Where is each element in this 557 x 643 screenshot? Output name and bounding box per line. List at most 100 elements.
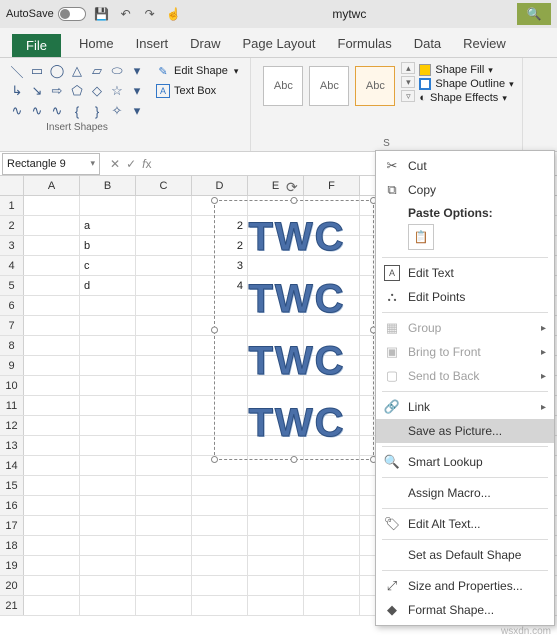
cell[interactable] bbox=[80, 576, 136, 595]
col-header-C[interactable]: C bbox=[136, 176, 192, 195]
cell[interactable] bbox=[80, 296, 136, 315]
cell[interactable] bbox=[80, 316, 136, 335]
cell[interactable] bbox=[24, 556, 80, 575]
ctx-size-properties[interactable]: ⤢Size and Properties... bbox=[376, 574, 554, 598]
cell[interactable]: a bbox=[80, 216, 136, 235]
row-header-10[interactable]: 10 bbox=[0, 376, 24, 395]
cell[interactable] bbox=[136, 216, 192, 235]
cell[interactable] bbox=[136, 296, 192, 315]
cell[interactable] bbox=[136, 536, 192, 555]
row-header-7[interactable]: 7 bbox=[0, 316, 24, 335]
shape-effects-button[interactable]: ◐Shape Effects▾ bbox=[419, 92, 513, 104]
cell[interactable]: d bbox=[80, 276, 136, 295]
row-header-12[interactable]: 12 bbox=[0, 416, 24, 435]
cell[interactable] bbox=[192, 556, 248, 575]
col-header-D[interactable]: D bbox=[192, 176, 248, 195]
cell[interactable] bbox=[136, 256, 192, 275]
cell[interactable] bbox=[80, 376, 136, 395]
autosave-control[interactable]: AutoSave bbox=[6, 7, 86, 21]
row-header-5[interactable]: 5 bbox=[0, 276, 24, 295]
col-header-F[interactable]: F bbox=[304, 176, 360, 195]
cell[interactable] bbox=[248, 476, 304, 495]
cell[interactable] bbox=[24, 336, 80, 355]
cell[interactable] bbox=[304, 536, 360, 555]
row-header-15[interactable]: 15 bbox=[0, 476, 24, 495]
cell[interactable] bbox=[248, 496, 304, 515]
cell[interactable] bbox=[136, 196, 192, 215]
cell[interactable] bbox=[80, 336, 136, 355]
autosave-toggle[interactable] bbox=[58, 7, 86, 21]
cell[interactable] bbox=[136, 356, 192, 375]
cell[interactable] bbox=[136, 476, 192, 495]
cell[interactable] bbox=[136, 336, 192, 355]
cell[interactable] bbox=[304, 556, 360, 575]
tab-page-layout[interactable]: Page Layout bbox=[239, 36, 320, 57]
row-header-3[interactable]: 3 bbox=[0, 236, 24, 255]
cell[interactable] bbox=[24, 296, 80, 315]
cell[interactable] bbox=[24, 396, 80, 415]
cell[interactable] bbox=[80, 516, 136, 535]
ctx-cut[interactable]: ✂Cut bbox=[376, 154, 554, 178]
paste-option-1[interactable]: 📋 bbox=[408, 224, 434, 250]
cell[interactable] bbox=[248, 516, 304, 535]
col-header-B[interactable]: B bbox=[80, 176, 136, 195]
cell[interactable] bbox=[24, 316, 80, 335]
ctx-edit-alt-text[interactable]: 🏷Edit Alt Text... bbox=[376, 512, 554, 536]
row-header-2[interactable]: 2 bbox=[0, 216, 24, 235]
cell[interactable] bbox=[24, 276, 80, 295]
cell[interactable] bbox=[80, 556, 136, 575]
cell[interactable] bbox=[136, 516, 192, 535]
cell[interactable] bbox=[248, 536, 304, 555]
tab-review[interactable]: Review bbox=[459, 36, 510, 57]
search-button[interactable]: 🔍 bbox=[517, 3, 551, 25]
cell[interactable] bbox=[24, 516, 80, 535]
cell[interactable] bbox=[136, 236, 192, 255]
row-header-6[interactable]: 6 bbox=[0, 296, 24, 315]
undo-icon[interactable]: ↶ bbox=[118, 6, 134, 22]
edit-shape-button[interactable]: ✎Edit Shape▾ bbox=[152, 62, 242, 80]
cell[interactable] bbox=[24, 376, 80, 395]
cell[interactable] bbox=[136, 276, 192, 295]
row-header-11[interactable]: 11 bbox=[0, 396, 24, 415]
cell[interactable] bbox=[192, 516, 248, 535]
cell[interactable] bbox=[80, 436, 136, 455]
cell[interactable] bbox=[24, 216, 80, 235]
tab-file[interactable]: File bbox=[12, 34, 61, 57]
redo-icon[interactable]: ↷ bbox=[142, 6, 158, 22]
cell[interactable] bbox=[136, 556, 192, 575]
cancel-icon[interactable]: ✕ bbox=[110, 157, 120, 171]
cell[interactable] bbox=[136, 396, 192, 415]
row-header-1[interactable]: 1 bbox=[0, 196, 24, 215]
row-header-21[interactable]: 21 bbox=[0, 596, 24, 615]
cell[interactable] bbox=[248, 556, 304, 575]
cell[interactable] bbox=[136, 416, 192, 435]
cell[interactable] bbox=[248, 596, 304, 615]
cell[interactable] bbox=[80, 396, 136, 415]
shape-fill-button[interactable]: Shape Fill▾ bbox=[419, 64, 513, 76]
ctx-edit-points[interactable]: ⛬Edit Points bbox=[376, 285, 554, 309]
row-header-18[interactable]: 18 bbox=[0, 536, 24, 555]
tab-data[interactable]: Data bbox=[410, 36, 445, 57]
row-header-8[interactable]: 8 bbox=[0, 336, 24, 355]
cell[interactable] bbox=[192, 596, 248, 615]
cell[interactable] bbox=[136, 456, 192, 475]
row-header-19[interactable]: 19 bbox=[0, 556, 24, 575]
cell[interactable] bbox=[304, 476, 360, 495]
ctx-edit-text[interactable]: AEdit Text bbox=[376, 261, 554, 285]
row-header-16[interactable]: 16 bbox=[0, 496, 24, 515]
cell[interactable] bbox=[136, 436, 192, 455]
cell[interactable] bbox=[80, 496, 136, 515]
cell[interactable] bbox=[192, 576, 248, 595]
cell[interactable] bbox=[24, 456, 80, 475]
cell[interactable] bbox=[24, 196, 80, 215]
cell[interactable] bbox=[304, 596, 360, 615]
enter-icon[interactable]: ✓ bbox=[126, 157, 136, 171]
shape-selection[interactable]: ⟳ TWC TWC TWC TWC bbox=[222, 206, 372, 454]
cell[interactable] bbox=[24, 416, 80, 435]
cell[interactable] bbox=[24, 256, 80, 275]
row-header-14[interactable]: 14 bbox=[0, 456, 24, 475]
select-all-cell[interactable] bbox=[0, 176, 24, 196]
cell[interactable] bbox=[304, 576, 360, 595]
cell[interactable] bbox=[24, 596, 80, 615]
row-header-17[interactable]: 17 bbox=[0, 516, 24, 535]
